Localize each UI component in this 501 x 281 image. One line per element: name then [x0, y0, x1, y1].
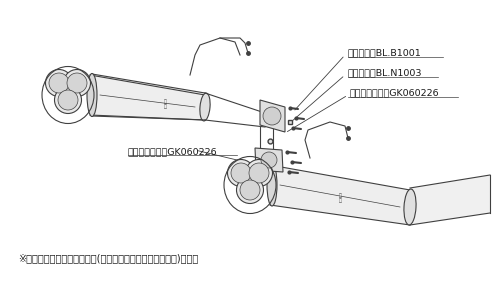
Circle shape — [261, 152, 277, 168]
Text: 品
番: 品 番 — [163, 99, 166, 109]
Circle shape — [245, 160, 273, 187]
Polygon shape — [92, 74, 205, 120]
Circle shape — [67, 73, 87, 93]
Ellipse shape — [87, 74, 97, 117]
Circle shape — [249, 163, 269, 183]
Ellipse shape — [404, 189, 416, 225]
Text: （ガスケット）GK060226: （ガスケット）GK060226 — [128, 148, 217, 157]
Text: （ボルト）BL.B1001: （ボルト）BL.B1001 — [348, 49, 422, 58]
Polygon shape — [270, 165, 410, 225]
Circle shape — [58, 90, 78, 110]
Text: 品
番: 品 番 — [339, 192, 342, 203]
Text: （ガスケット）GK060226: （ガスケット）GK060226 — [350, 89, 439, 98]
Polygon shape — [255, 148, 283, 172]
Circle shape — [46, 69, 73, 96]
Circle shape — [263, 107, 281, 125]
Ellipse shape — [267, 164, 277, 206]
Circle shape — [236, 176, 264, 203]
Ellipse shape — [200, 93, 210, 121]
Circle shape — [231, 163, 251, 183]
Text: ※テール部はチタンフェイス(青いグラデーションの焼き色)です．: ※テール部はチタンフェイス(青いグラデーションの焼き色)です． — [18, 253, 198, 263]
Polygon shape — [410, 175, 490, 225]
Circle shape — [227, 160, 255, 187]
Polygon shape — [260, 100, 285, 132]
Text: （ナット）BL.N1003: （ナット）BL.N1003 — [348, 69, 422, 78]
Circle shape — [240, 180, 260, 200]
Circle shape — [49, 73, 69, 93]
Circle shape — [64, 69, 91, 96]
Circle shape — [55, 87, 82, 114]
